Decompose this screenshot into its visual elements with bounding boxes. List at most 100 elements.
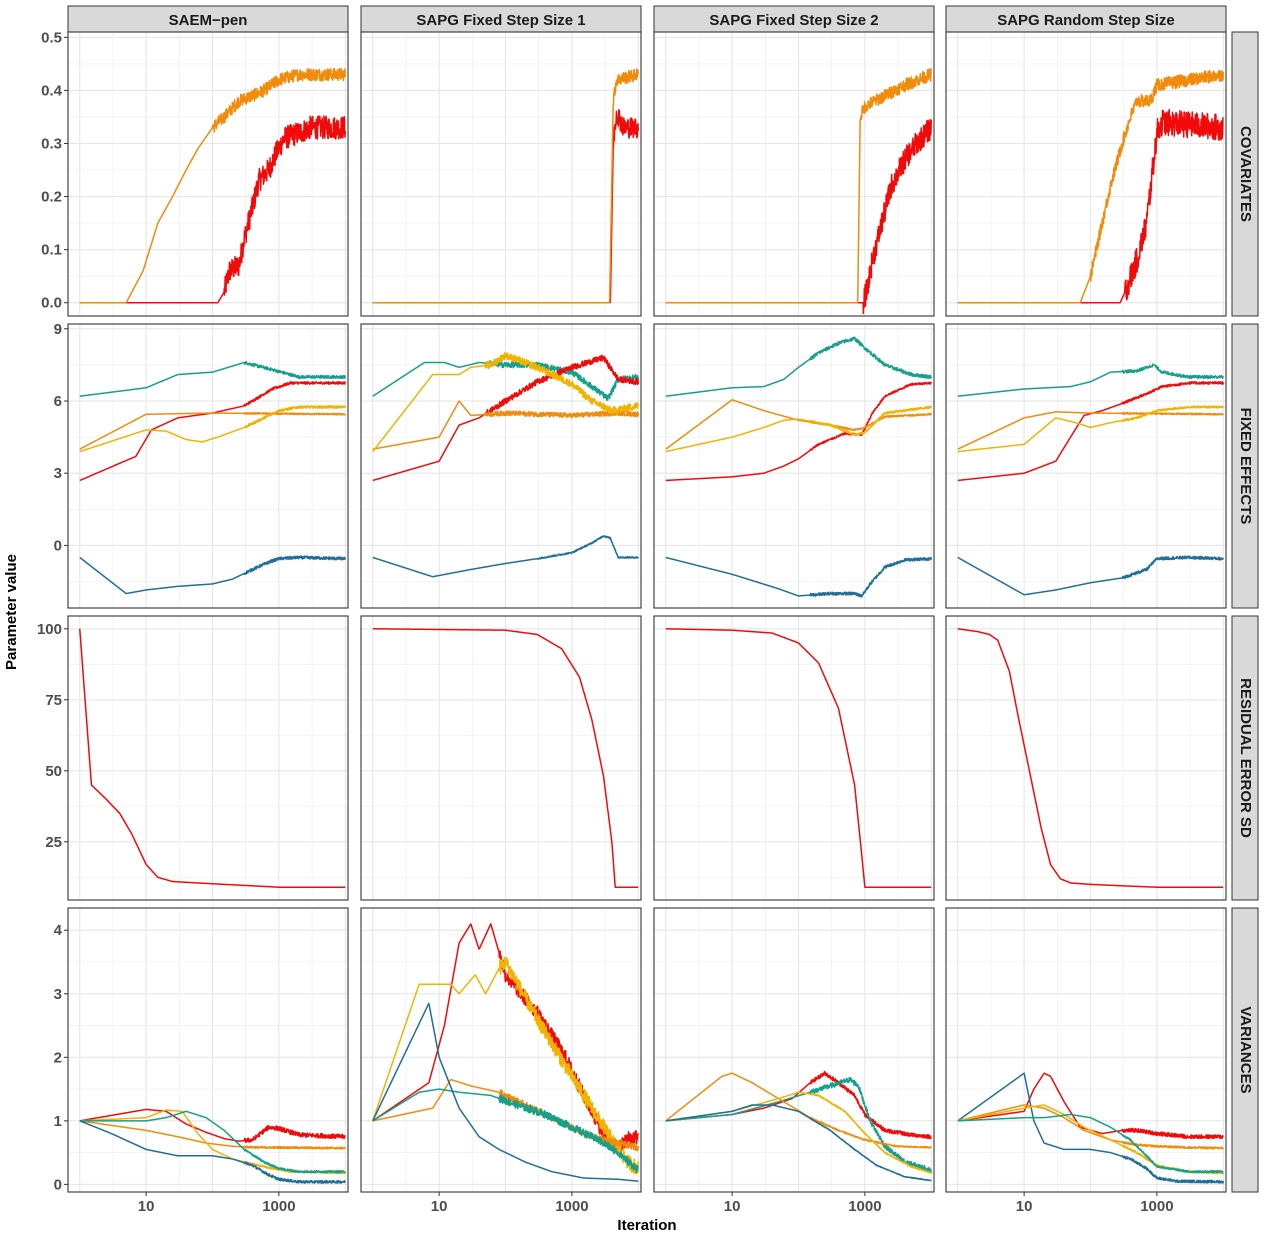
row-strip bbox=[1231, 31, 1259, 317]
gridlines bbox=[68, 908, 348, 1192]
series-lines bbox=[957, 628, 1224, 888]
series-line-red bbox=[665, 628, 932, 888]
column-strip-label: SAPG Random Step Size bbox=[997, 12, 1175, 29]
facet-panel bbox=[67, 907, 349, 1193]
y-tick-label: 25 bbox=[45, 834, 62, 851]
panel-background bbox=[946, 32, 1226, 316]
row-strip bbox=[1231, 323, 1259, 609]
facet-panel bbox=[67, 615, 349, 901]
panel-border bbox=[653, 31, 935, 317]
x-tick-label: 1000 bbox=[262, 1198, 295, 1215]
y-tick-label: 9 bbox=[54, 321, 62, 338]
x-tick-label: 1000 bbox=[1140, 1198, 1173, 1215]
facet-panel bbox=[360, 615, 642, 901]
gridlines bbox=[654, 908, 934, 1192]
panel-border bbox=[653, 907, 935, 1193]
column-strip bbox=[67, 5, 349, 33]
y-tick-label: 1 bbox=[54, 1113, 62, 1130]
panel-background bbox=[361, 324, 641, 608]
column-strip bbox=[360, 5, 642, 33]
facet-panel bbox=[67, 323, 349, 609]
panel-background bbox=[68, 324, 348, 608]
y-tick-label: 4 bbox=[54, 922, 63, 939]
series-line-red bbox=[372, 628, 639, 888]
panel-background bbox=[654, 32, 934, 316]
x-tick-label: 10 bbox=[724, 1198, 741, 1215]
series-line-teal bbox=[372, 360, 639, 401]
series-lines bbox=[665, 1070, 932, 1182]
series-line-orange bbox=[79, 67, 346, 304]
series-lines bbox=[79, 1108, 346, 1184]
panel-border bbox=[360, 31, 642, 317]
series-line-orange bbox=[372, 68, 639, 304]
gridlines bbox=[68, 616, 348, 900]
series-line-blue bbox=[79, 555, 346, 595]
panel-border bbox=[360, 907, 642, 1193]
y-tick-label: 2 bbox=[54, 1049, 62, 1066]
gridlines bbox=[654, 616, 934, 900]
row-strip-label: RESIDUAL ERROR SD bbox=[1237, 678, 1254, 838]
panel-border bbox=[67, 323, 349, 609]
series-line-gold bbox=[665, 405, 932, 453]
facet-panel bbox=[945, 907, 1227, 1193]
facet-panel bbox=[360, 323, 642, 609]
gridlines bbox=[361, 616, 641, 900]
gridlines bbox=[654, 324, 934, 608]
panel-border bbox=[945, 615, 1227, 901]
facet-panel bbox=[945, 31, 1227, 317]
y-tick-label: 3 bbox=[54, 986, 62, 1003]
series-lines bbox=[79, 67, 346, 304]
facet-panel bbox=[360, 907, 642, 1193]
panel-background bbox=[68, 616, 348, 900]
y-tick-label: 0 bbox=[54, 537, 62, 554]
panel-background bbox=[946, 616, 1226, 900]
gridlines bbox=[361, 32, 641, 316]
panel-border bbox=[67, 31, 349, 317]
y-tick-label: 50 bbox=[45, 763, 62, 780]
row-strip-label: FIXED EFFECTS bbox=[1237, 408, 1254, 525]
series-line-teal bbox=[79, 361, 346, 397]
series-line-blue bbox=[957, 555, 1224, 596]
panel-border bbox=[653, 615, 935, 901]
column-strip-label: SAEM−pen bbox=[169, 12, 248, 29]
y-tick-label: 3 bbox=[54, 465, 62, 482]
series-lines bbox=[372, 923, 639, 1182]
panel-background bbox=[654, 616, 934, 900]
series-lines bbox=[79, 361, 346, 595]
series-lines bbox=[665, 628, 932, 888]
panel-background bbox=[946, 908, 1226, 1192]
gridlines bbox=[946, 908, 1226, 1192]
y-tick-label: 0 bbox=[54, 1176, 62, 1193]
row-strip bbox=[1231, 615, 1259, 901]
facet-panel bbox=[945, 615, 1227, 901]
series-line-teal bbox=[957, 363, 1224, 397]
series-line-orange bbox=[665, 399, 932, 450]
series-lines bbox=[665, 336, 932, 598]
column-strip bbox=[945, 5, 1227, 33]
row-strip-label: COVARIATES bbox=[1237, 126, 1254, 222]
row-strip-label: VARIANCES bbox=[1237, 1006, 1254, 1093]
panel-border bbox=[360, 615, 642, 901]
y-tick-label: 0.0 bbox=[41, 295, 62, 312]
gridlines bbox=[654, 32, 934, 316]
series-lines bbox=[372, 351, 639, 578]
series-line-blue bbox=[957, 1072, 1224, 1184]
column-strip bbox=[653, 5, 935, 33]
gridlines bbox=[68, 32, 348, 316]
panel-background bbox=[361, 908, 641, 1192]
row-strip bbox=[1231, 907, 1259, 1193]
y-tick-label: 75 bbox=[45, 692, 62, 709]
gridlines bbox=[946, 324, 1226, 608]
y-tick-label: 0.1 bbox=[41, 242, 62, 259]
facet-panel bbox=[360, 31, 642, 317]
series-line-gold bbox=[79, 405, 346, 453]
facet-panel bbox=[945, 323, 1227, 609]
panel-background bbox=[361, 32, 641, 316]
series-line-red bbox=[665, 381, 932, 482]
series-line-teal bbox=[665, 336, 932, 397]
series-line-orange bbox=[79, 1120, 346, 1150]
y-tick-label: 0.2 bbox=[41, 189, 62, 206]
series-line-orange bbox=[957, 69, 1224, 304]
series-line-orange bbox=[372, 1078, 639, 1152]
